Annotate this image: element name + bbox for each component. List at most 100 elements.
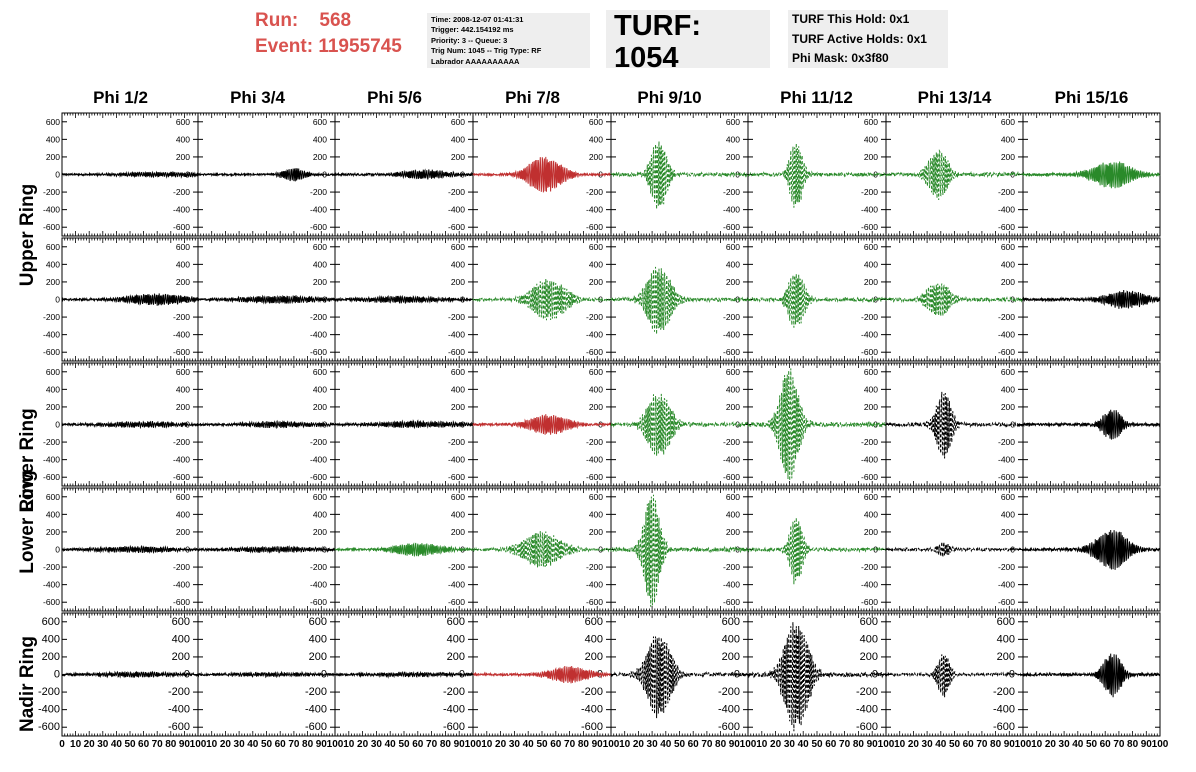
x-tick-label: 100 [327, 739, 344, 750]
y-tick-label: 600 [42, 616, 60, 628]
y-tick-label: 400 [46, 509, 60, 519]
y-tick-label: 200 [864, 527, 878, 537]
y-tick-label: 400 [176, 134, 190, 144]
y-tick-label: -400 [168, 704, 190, 716]
y-tick-label: -200 [723, 562, 740, 572]
waveform-trace [472, 531, 612, 568]
y-tick-label: -400 [43, 455, 60, 465]
y-tick-label: -600 [448, 472, 465, 482]
y-tick-label: -200 [448, 562, 465, 572]
y-tick-label: -600 [723, 222, 740, 232]
x-tick-label: 10 [206, 739, 218, 750]
y-tick-label: 200 [1001, 277, 1015, 287]
x-tick-label: 90 [729, 739, 741, 750]
y-tick-label: -400 [173, 580, 190, 590]
waveform-trace [197, 168, 336, 182]
y-tick-label: -200 [310, 187, 327, 197]
y-tick-label: -200 [43, 437, 60, 447]
y-tick-label: -600 [586, 222, 603, 232]
y-tick-label: -400 [586, 455, 603, 465]
y-tick-label: 600 [313, 117, 327, 127]
y-tick-label: -200 [586, 562, 603, 572]
waveform-trace [197, 670, 336, 679]
x-tick-label: 10 [756, 739, 768, 750]
y-tick-label: 600 [585, 616, 603, 628]
y-tick-label: 400 [176, 259, 190, 269]
y-tick-label: -600 [43, 472, 60, 482]
y-tick-label: 200 [726, 152, 740, 162]
x-tick-label: 30 [234, 739, 246, 750]
y-tick-label: 200 [997, 651, 1015, 663]
y-tick-label: -400 [43, 205, 60, 215]
y-tick-label: 400 [451, 509, 465, 519]
y-tick-label: 400 [313, 384, 327, 394]
x-tick-label: 70 [426, 739, 438, 750]
x-tick-label: 30 [97, 739, 109, 750]
y-tick-label: 0 [598, 170, 603, 180]
y-tick-label: -400 [305, 704, 327, 716]
y-tick-label: -200 [586, 312, 603, 322]
y-tick-label: 200 [864, 277, 878, 287]
y-tick-label: -600 [448, 222, 465, 232]
waveform-trace [747, 143, 887, 208]
y-tick-label: 200 [451, 527, 465, 537]
x-tick-label: 70 [564, 739, 576, 750]
y-tick-label: -200 [586, 437, 603, 447]
y-tick-label: 200 [722, 651, 740, 663]
y-tick-label: -400 [38, 704, 60, 716]
y-tick-label: 600 [46, 367, 60, 377]
waveform-trace [61, 292, 199, 306]
y-tick-label: 0 [321, 669, 327, 681]
x-tick-label: 80 [440, 739, 452, 750]
y-tick-label: -200 [310, 312, 327, 322]
panel-frame [610, 612, 749, 737]
y-tick-label: 200 [46, 152, 60, 162]
y-tick-label: -200 [443, 686, 465, 698]
column-header-phi-3-4: Phi 3/4 [230, 88, 285, 107]
y-tick-label: 600 [726, 117, 740, 127]
waveform-trace [610, 266, 749, 335]
panel-r5-c2: -600 -400 -200 0 200 400 600 10 20 30 40 50 60 70 80 90… [197, 612, 344, 750]
x-tick-label: 60 [275, 739, 287, 750]
y-tick-label: -200 [310, 562, 327, 572]
waveform-trace [334, 294, 474, 304]
info-trigger: Trigger: 442.154192 ms [431, 25, 514, 35]
turf-box: TURF: 1054 [606, 10, 770, 74]
y-tick-label: 600 [726, 367, 740, 377]
y-tick-label: 400 [864, 384, 878, 394]
column-header-phi-9-10: Phi 9/10 [637, 88, 702, 107]
y-tick-label: -400 [173, 205, 190, 215]
y-tick-label: 0 [55, 170, 60, 180]
column-header-phi-11-12: Phi 11/12 [780, 88, 853, 107]
y-tick-label: -400 [310, 455, 327, 465]
y-tick-label: 600 [589, 242, 603, 252]
y-tick-label: -600 [38, 721, 60, 733]
panel-r3-c7: -600 -400 -200 0 200 400 600 [885, 362, 1024, 487]
y-tick-label: 200 [589, 527, 603, 537]
x-tick-label: 60 [412, 739, 424, 750]
y-tick-label: 400 [1001, 384, 1015, 394]
y-tick-label: -200 [173, 437, 190, 447]
y-tick-label: 400 [46, 134, 60, 144]
x-tick-label: 100 [740, 739, 757, 750]
y-tick-label: -400 [173, 455, 190, 465]
y-tick-label: -600 [581, 721, 603, 733]
y-tick-label: 600 [451, 117, 465, 127]
y-tick-label: 400 [589, 259, 603, 269]
waveform-trace [472, 278, 612, 321]
y-tick-label: 400 [864, 509, 878, 519]
y-tick-label: 600 [313, 367, 327, 377]
panel-r2-c8 [1022, 237, 1161, 362]
y-tick-label: 400 [726, 509, 740, 519]
x-tick-label: 100 [878, 739, 895, 750]
y-tick-label: -600 [310, 347, 327, 357]
y-tick-label: 600 [589, 492, 603, 502]
y-tick-label: -200 [38, 686, 60, 698]
